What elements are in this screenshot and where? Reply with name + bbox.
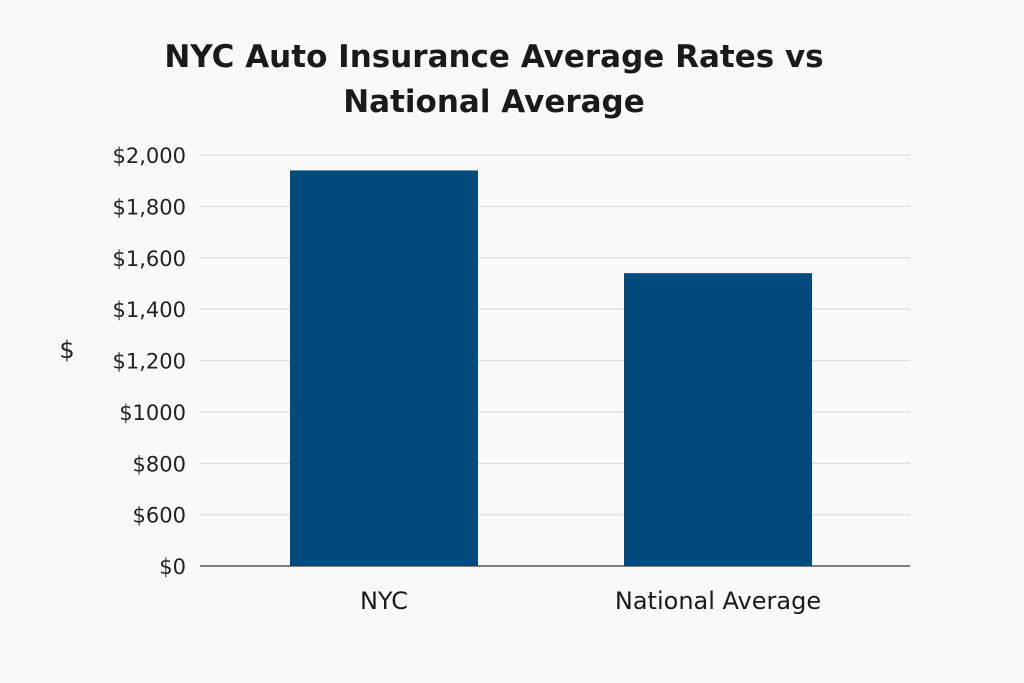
x-category-label: National Average	[615, 587, 821, 615]
y-tick-label: $1,400	[113, 298, 186, 322]
y-tick-label: $1,800	[113, 195, 186, 219]
y-tick-label: $800	[133, 452, 186, 476]
y-tick-label: $2,000	[113, 144, 186, 168]
y-tick-label: $600	[133, 504, 186, 528]
bar-national-average	[624, 273, 812, 566]
y-tick-label: $1,600	[113, 247, 186, 271]
x-category-label: NYC	[360, 587, 408, 615]
y-tick-label: $1,200	[113, 350, 186, 374]
bar-nyc	[290, 170, 478, 566]
y-axis-label: $	[59, 336, 74, 364]
chart-title-line-1: NYC Auto Insurance Average Rates vs	[164, 39, 823, 75]
chart-title-line-2: National Average	[343, 84, 645, 120]
y-tick-label: $1000	[119, 401, 186, 425]
y-tick-label: $0	[159, 555, 186, 579]
